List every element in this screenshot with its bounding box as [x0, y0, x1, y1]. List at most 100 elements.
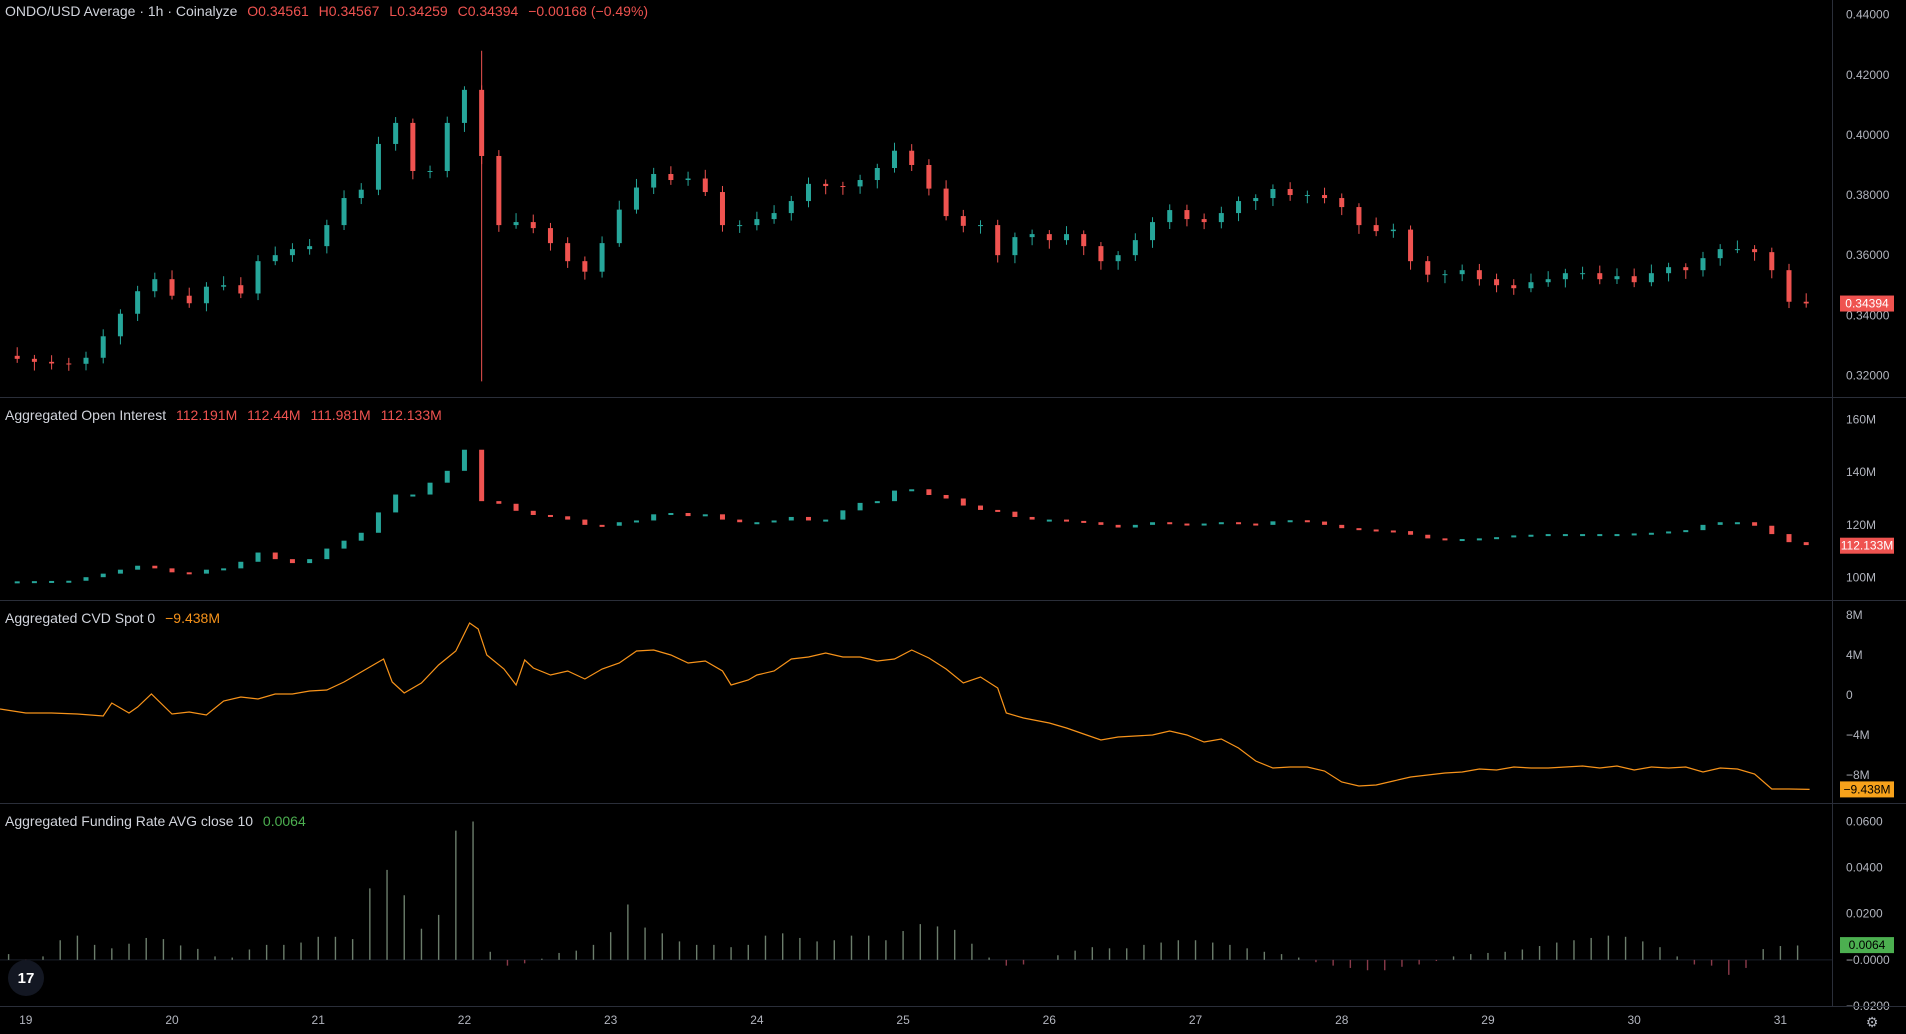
funding-legend: Aggregated Funding Rate AVG close 10 0.0…: [5, 813, 306, 829]
candle-body: [1683, 267, 1689, 271]
candle-body: [238, 285, 244, 294]
funding-title[interactable]: Aggregated Funding Rate AVG close 10: [5, 813, 254, 829]
oi-candle: [1201, 523, 1207, 526]
candle-body: [1752, 249, 1758, 253]
candle-body: [496, 155, 502, 226]
candle-body: [1150, 222, 1156, 241]
y-tick-label: 140M: [1846, 465, 1876, 479]
oi-candle: [1081, 520, 1087, 523]
oi-candle: [1476, 538, 1482, 541]
oi-candle: [960, 498, 966, 506]
y-tick-label: 8M: [1846, 608, 1863, 622]
candle-body: [633, 187, 639, 210]
oi-candle: [1803, 542, 1809, 546]
candle-body: [1304, 195, 1310, 197]
candle-body: [805, 183, 811, 202]
oi-candle: [1511, 535, 1517, 538]
candle-body: [1562, 273, 1568, 280]
oi-candle: [633, 520, 639, 523]
cvd-value: −9.438M: [165, 610, 220, 626]
candle-body: [461, 89, 467, 123]
oi-candle: [444, 470, 450, 483]
oi-title[interactable]: Aggregated Open Interest: [5, 407, 167, 423]
candle-body: [1390, 229, 1396, 232]
candle-body: [565, 243, 571, 262]
pane-divider[interactable]: [0, 600, 1906, 601]
oi-candle: [1029, 516, 1035, 520]
candle-body: [737, 225, 743, 227]
pane-divider[interactable]: [0, 803, 1906, 804]
y-tick-label: 0.36000: [1846, 248, 1890, 262]
symbol-title[interactable]: ONDO/USD Average · 1h · Coinalyze: [5, 3, 238, 19]
oi-candle: [1786, 534, 1792, 543]
oi-candle: [1442, 538, 1448, 541]
legend-change: −0.00168 (−0.49%): [528, 3, 649, 19]
x-tick-label: 22: [458, 1013, 472, 1027]
candle-body: [1322, 195, 1328, 199]
oi-candle: [1528, 534, 1534, 537]
candle-body: [1442, 274, 1448, 276]
cvd-legend: Aggregated CVD Spot 0 −9.438M: [5, 610, 220, 626]
x-tick-label: 23: [604, 1013, 618, 1027]
x-tick-label: 25: [896, 1013, 910, 1027]
candle-body: [31, 358, 37, 362]
candle-body: [1012, 237, 1018, 256]
oi-candle: [1494, 537, 1500, 540]
candle-body: [1734, 249, 1740, 251]
last-value-label: 112.133M: [1841, 539, 1893, 553]
candle-body: [1580, 273, 1586, 275]
oi-candle: [1236, 522, 1242, 525]
oi-candle: [1648, 532, 1654, 535]
candle-body: [375, 143, 381, 190]
oi-candle: [565, 516, 571, 520]
candle-body: [341, 198, 347, 226]
oi-candle: [1545, 534, 1551, 537]
oi-candle: [169, 568, 175, 573]
y-tick-label: −0.0000: [1846, 953, 1890, 967]
y-tick-label: 0.0600: [1846, 814, 1883, 828]
oi-candle: [1287, 520, 1293, 523]
candle-body: [685, 178, 691, 181]
last-value-badge: [1840, 781, 1894, 798]
candle-body: [513, 222, 519, 226]
oi-candle: [1046, 519, 1052, 522]
candle-body: [444, 122, 450, 172]
funding-value: 0.0064: [262, 813, 306, 829]
oi-candle: [221, 568, 227, 571]
pane-divider[interactable]: [0, 397, 1906, 398]
candle-body: [289, 249, 295, 256]
candle-body: [874, 167, 880, 181]
oi-candle: [1150, 522, 1156, 525]
oi-candle: [909, 489, 915, 492]
candle-body: [1029, 234, 1035, 238]
gear-icon[interactable]: ⚙: [1865, 1014, 1879, 1030]
oi-candle: [1115, 524, 1121, 528]
oi-candle: [1373, 529, 1379, 532]
candle-body: [1648, 273, 1654, 283]
oi-candle: [1218, 522, 1224, 525]
oi-candle: [1769, 525, 1775, 535]
candle-body: [393, 122, 399, 144]
oi-candle: [324, 548, 330, 560]
legend-low: L0.34259: [389, 3, 448, 19]
legend-high: H0.34567: [318, 3, 380, 19]
oi-candle: [1580, 534, 1586, 537]
oi-candle: [651, 514, 657, 521]
candle-body: [771, 213, 777, 220]
oi-candle: [771, 520, 777, 523]
candle-body: [616, 209, 622, 244]
oi-candle: [874, 501, 880, 504]
cvd-title[interactable]: Aggregated CVD Spot 0: [5, 610, 156, 626]
candle-body: [1528, 282, 1534, 289]
candle-body: [272, 255, 278, 262]
oi-candle: [1322, 521, 1328, 525]
candle-body: [1253, 198, 1259, 202]
oi-candle: [117, 569, 123, 574]
candle-body: [152, 279, 158, 292]
candle-body: [754, 219, 760, 226]
tradingview-logo-icon[interactable]: 17: [8, 960, 44, 996]
oi-candle: [1700, 524, 1706, 531]
candle-body: [169, 279, 175, 296]
candle-body: [1184, 210, 1190, 220]
